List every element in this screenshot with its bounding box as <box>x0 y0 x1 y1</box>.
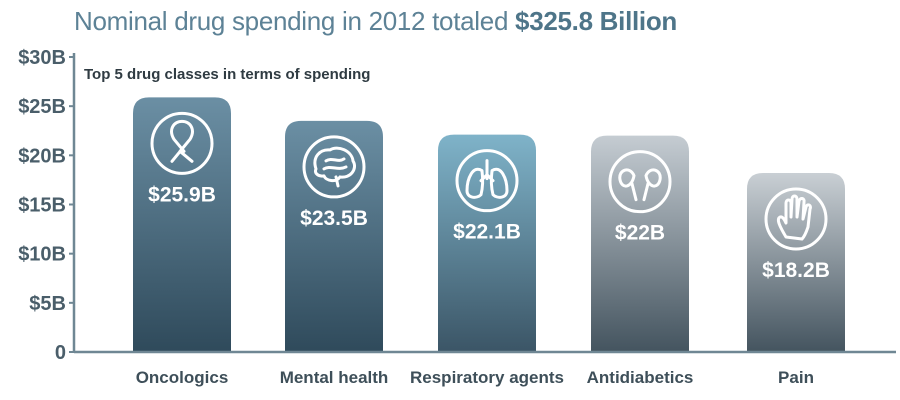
ribbon-icon-ring <box>150 111 214 175</box>
chart-subtitle: Top 5 drug classes in terms of spending <box>84 66 370 83</box>
title-prefix: Nominal drug spending in 2012 totaled <box>74 6 516 36</box>
lungs-stroke <box>465 159 509 199</box>
bar-value-label: $22B <box>615 222 665 245</box>
hand-icon-ring <box>764 187 828 251</box>
bar-group-respiratory-agents: $22.1B <box>438 134 536 352</box>
y-tick-label: $5B <box>29 293 66 315</box>
chart-title: Nominal drug spending in 2012 totaled $3… <box>74 6 677 37</box>
brain-stroke <box>313 146 356 188</box>
ribbon-icon <box>170 119 194 163</box>
bar-value-label: $23.5B <box>300 207 368 230</box>
x-tick-label: Oncologics <box>136 368 229 387</box>
x-tick-label: Antidiabetics <box>587 368 694 387</box>
hand-stroke <box>776 194 812 241</box>
bar-value-label: $22.1B <box>453 221 521 244</box>
x-tick-label: Respiratory agents <box>410 368 564 387</box>
bar-value-label: $25.9B <box>148 183 216 206</box>
x-tick-label: Mental health <box>280 368 389 387</box>
lungs-icon-ring <box>455 149 519 213</box>
kidneys-icon <box>618 168 662 202</box>
y-tick-label: 0 <box>55 342 66 364</box>
brain-icon <box>313 146 356 188</box>
y-tick-label: $15B <box>18 195 66 217</box>
bar <box>285 120 383 353</box>
ribbon-stroke <box>170 119 194 163</box>
lungs-icon <box>465 159 509 199</box>
y-tick-label: $10B <box>18 244 66 266</box>
y-tick-label: $25B <box>18 96 66 118</box>
bar-group-antidiabetics: $22B <box>591 135 689 352</box>
bar-group-oncologics: $25.9B <box>133 97 231 352</box>
x-tick-label: Pain <box>778 368 814 387</box>
kidneys-stroke <box>618 168 662 202</box>
brain-icon-ring <box>302 135 366 199</box>
title-amount: $325.8 Billion <box>515 6 678 36</box>
bar <box>438 134 536 352</box>
bar <box>591 135 689 352</box>
bar <box>133 97 231 352</box>
y-tick-label: $20B <box>18 145 66 167</box>
hand-icon <box>776 194 812 241</box>
kidneys-icon-ring <box>608 150 672 214</box>
bar-group-mental-health: $23.5B <box>285 120 383 353</box>
bar <box>747 173 845 352</box>
bar-value-label: $18.2B <box>762 259 830 282</box>
y-tick-label: $30B <box>18 47 66 69</box>
bar-group-pain: $18.2B <box>747 173 845 352</box>
